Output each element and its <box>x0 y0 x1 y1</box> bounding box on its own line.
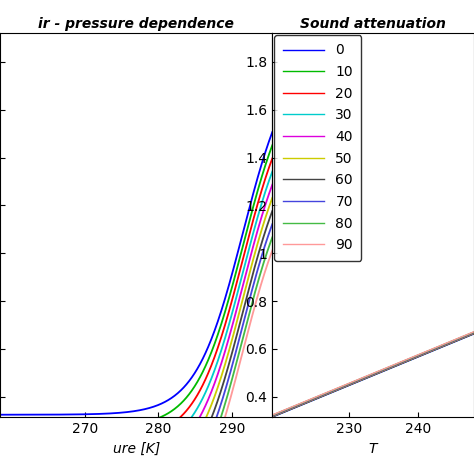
20 <box>393 363 399 369</box>
20 <box>389 365 394 370</box>
40 <box>471 330 474 336</box>
Line: 60: 60 <box>272 332 474 416</box>
50 <box>390 364 395 369</box>
Title: ir - pressure dependence: ir - pressure dependence <box>38 17 234 31</box>
0 <box>471 331 474 337</box>
0 <box>389 365 394 371</box>
60 <box>393 362 399 367</box>
70 <box>390 363 395 369</box>
60 <box>390 363 395 369</box>
60 <box>269 413 275 419</box>
60 <box>471 329 474 335</box>
Line: 40: 40 <box>272 333 474 416</box>
Title: Sound attenuation: Sound attenuation <box>300 17 446 31</box>
70 <box>393 362 399 367</box>
60 <box>389 364 394 369</box>
80 <box>270 412 276 418</box>
40 <box>393 362 399 368</box>
90 <box>389 363 394 368</box>
0 <box>269 414 275 420</box>
30 <box>439 343 445 349</box>
10 <box>270 414 276 419</box>
60 <box>270 412 276 418</box>
40 <box>390 364 395 369</box>
30 <box>390 364 395 370</box>
Line: 0: 0 <box>272 334 474 417</box>
10 <box>390 365 395 370</box>
70 <box>439 342 445 348</box>
80 <box>390 363 395 368</box>
60 <box>452 337 458 343</box>
10 <box>393 363 399 369</box>
50 <box>439 343 445 348</box>
0 <box>452 339 458 345</box>
50 <box>269 413 275 419</box>
30 <box>452 338 458 344</box>
80 <box>471 329 474 335</box>
90 <box>439 342 445 347</box>
20 <box>452 338 458 344</box>
40 <box>452 338 458 344</box>
90 <box>390 363 395 368</box>
30 <box>389 365 394 370</box>
50 <box>270 413 276 419</box>
10 <box>269 414 275 419</box>
X-axis label: ure [K]: ure [K] <box>112 442 160 456</box>
50 <box>389 364 394 370</box>
50 <box>393 362 399 368</box>
10 <box>471 331 474 337</box>
40 <box>389 364 394 370</box>
0 <box>390 365 395 370</box>
30 <box>393 363 399 368</box>
Line: 90: 90 <box>272 332 474 415</box>
70 <box>389 364 394 369</box>
30 <box>269 413 275 419</box>
10 <box>439 344 445 349</box>
0 <box>393 364 399 369</box>
40 <box>439 343 445 349</box>
70 <box>270 412 276 418</box>
Line: 80: 80 <box>272 332 474 415</box>
Line: 30: 30 <box>272 333 474 416</box>
Legend: 0, 10, 20, 30, 40, 50, 60, 70, 80, 90: 0, 10, 20, 30, 40, 50, 60, 70, 80, 90 <box>274 35 361 261</box>
90 <box>452 337 458 342</box>
80 <box>389 363 394 369</box>
20 <box>270 413 276 419</box>
90 <box>393 361 399 367</box>
30 <box>270 413 276 419</box>
90 <box>270 412 276 418</box>
50 <box>471 330 474 336</box>
70 <box>269 412 275 418</box>
20 <box>390 364 395 370</box>
10 <box>389 365 394 371</box>
50 <box>452 337 458 343</box>
20 <box>471 330 474 336</box>
80 <box>452 337 458 343</box>
20 <box>269 414 275 419</box>
0 <box>270 414 276 419</box>
0 <box>439 344 445 350</box>
80 <box>269 412 275 418</box>
80 <box>439 342 445 348</box>
40 <box>269 413 275 419</box>
80 <box>393 361 399 367</box>
Line: 10: 10 <box>272 334 474 417</box>
Line: 50: 50 <box>272 333 474 416</box>
90 <box>269 412 275 418</box>
70 <box>452 337 458 343</box>
90 <box>471 329 474 335</box>
Line: 70: 70 <box>272 332 474 415</box>
70 <box>471 329 474 335</box>
Line: 20: 20 <box>272 333 474 417</box>
X-axis label: T: T <box>369 442 377 456</box>
40 <box>270 413 276 419</box>
10 <box>452 338 458 344</box>
60 <box>439 343 445 348</box>
30 <box>471 330 474 336</box>
20 <box>439 344 445 349</box>
